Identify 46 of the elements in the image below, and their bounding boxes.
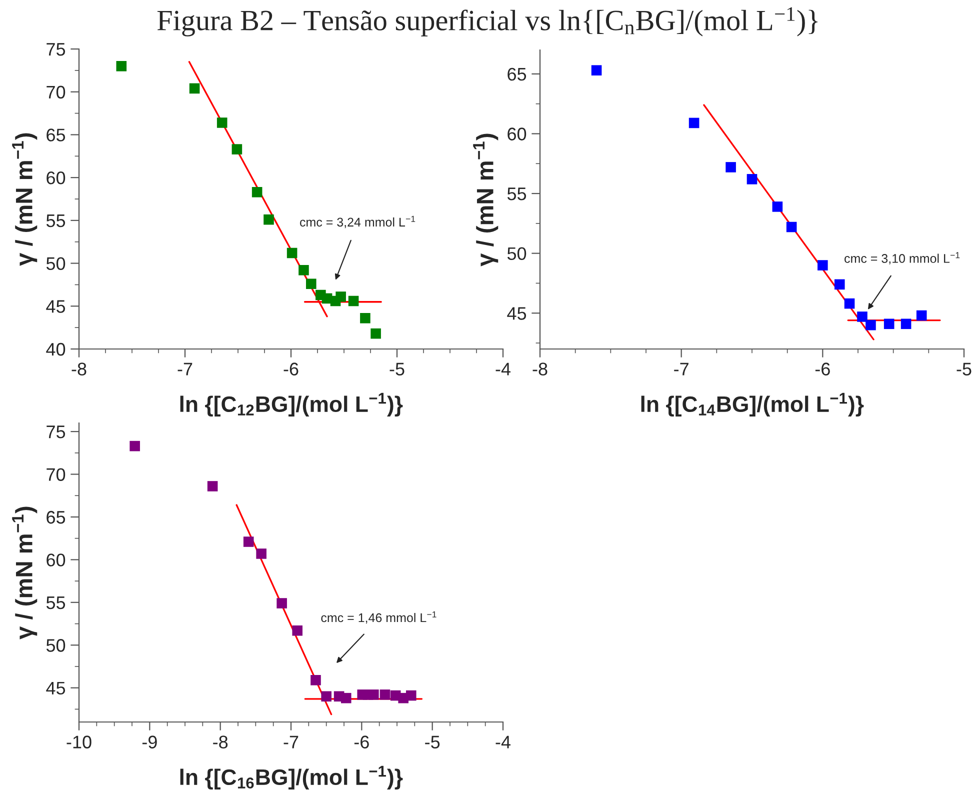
annotation: cmc = 3,24 mmol L$^{−1}$ <box>300 216 416 228</box>
annotation: cmc = 1,46 mmol L$^{−1}$ <box>321 611 436 624</box>
y-tick-label: 50 <box>46 257 66 270</box>
annotation: cmc = 3,10 mmol L$^{−1}$ <box>844 252 960 264</box>
x-tick-label: -5 <box>425 736 440 748</box>
y-tick-label: 65 <box>46 510 66 524</box>
x-tick-label: -10 <box>66 736 92 748</box>
y-axis-title: γ / (mN m$^{−1}$) <box>12 133 38 266</box>
x-tick-label: -4 <box>496 362 510 376</box>
y-tick-label: 55 <box>507 188 526 200</box>
y-tick-label: 70 <box>46 468 66 481</box>
x-tick-label: -4 <box>496 736 510 748</box>
y-tick-label: 45 <box>46 682 66 695</box>
x-axis-title: ln {[C$_{12}$BG]/(mol L$^{−1}$)} <box>180 392 403 416</box>
y-axis-title: γ / (mN m$^{−1}$) <box>12 506 38 640</box>
y-tick-label: 70 <box>46 86 66 99</box>
x-tick-label: -7 <box>178 362 192 376</box>
y-tick-label: 60 <box>46 554 66 566</box>
y-tick-label: 40 <box>46 342 66 356</box>
x-tick-label: -5 <box>390 362 404 376</box>
y-tick-label: 65 <box>508 68 526 81</box>
y-axis-title: γ / (mN m$^{−1}$) <box>473 134 498 266</box>
y-tick-label: 50 <box>46 639 66 652</box>
y-tick-label: 60 <box>46 172 66 184</box>
x-tick-label: -6 <box>354 736 369 748</box>
y-tick-label: 50 <box>507 247 526 260</box>
x-tick-label: -6 <box>815 362 830 376</box>
chart-title: Figura B2 – Tensão superficial vs ln{[C$_{n}$BG]/(mol L$^{−1}$)} <box>157 7 818 36</box>
x-axis-title: ln {[C$_{14}$BG]/(mol L$^{−1}$)} <box>641 392 864 416</box>
y-tick-label: 45 <box>507 307 526 320</box>
x-tick-label: -8 <box>532 362 548 376</box>
y-tick-label: 60 <box>508 128 526 140</box>
y-tick-label: 45 <box>46 300 66 313</box>
x-tick-label: -6 <box>284 362 298 376</box>
y-tick-label: 65 <box>46 128 66 142</box>
x-tick-label: -8 <box>72 362 86 376</box>
y-tick-label: 55 <box>46 214 66 228</box>
x-tick-label: -9 <box>142 736 157 748</box>
x-axis-title: ln {[C$_{16}$BG]/(mol L$^{−1}$)} <box>180 766 403 790</box>
x-tick-label: -8 <box>213 736 228 748</box>
y-tick-label: 75 <box>46 43 66 56</box>
x-tick-label: -7 <box>284 736 298 748</box>
x-tick-label: -7 <box>674 362 688 376</box>
x-tick-label: -5 <box>956 362 972 376</box>
y-tick-label: 55 <box>46 596 66 610</box>
y-tick-label: 75 <box>46 426 66 438</box>
